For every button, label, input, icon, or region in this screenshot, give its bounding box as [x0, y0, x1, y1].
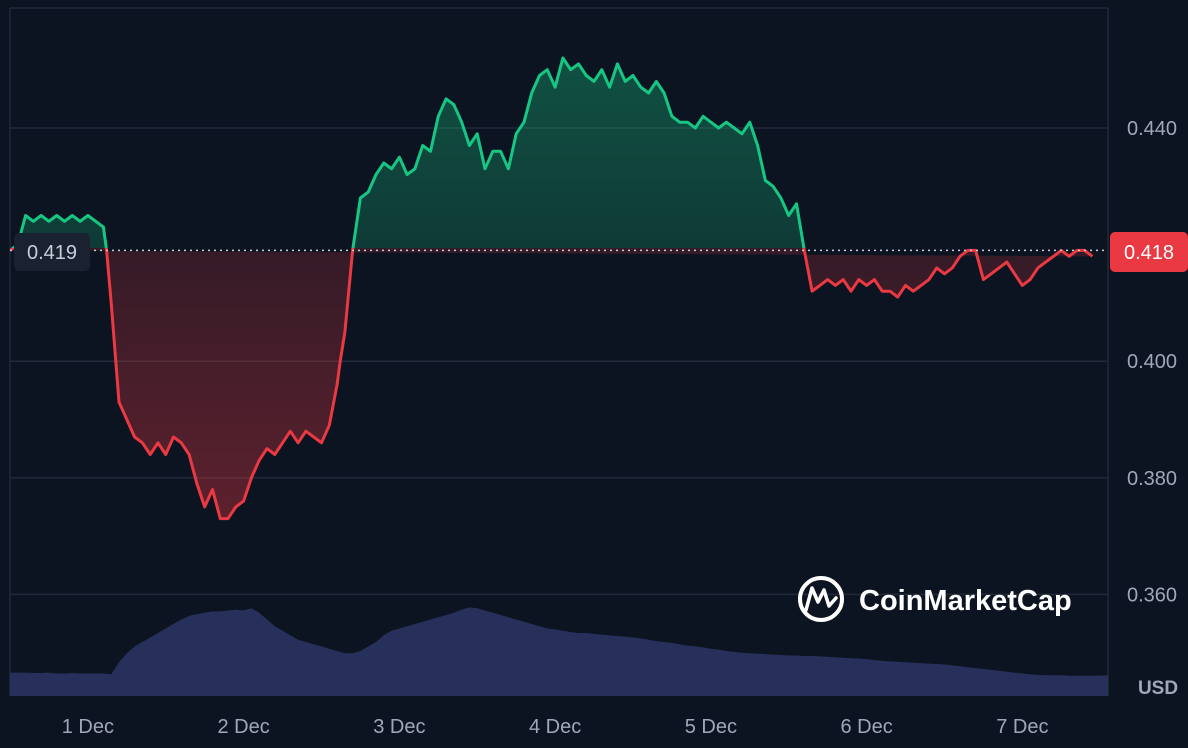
- price-line: [10, 56, 1094, 521]
- price-fill: [10, 58, 1093, 519]
- x-tick-label: 3 Dec: [373, 716, 425, 738]
- x-tick-label: 2 Dec: [217, 716, 269, 738]
- volume-area: [10, 607, 1108, 696]
- price-line-down: [10, 248, 1094, 521]
- price-fill-down: [10, 248, 1093, 519]
- y-tick-label: 0.440: [1127, 118, 1177, 140]
- x-tick-label: 4 Dec: [529, 716, 581, 738]
- coinmarketcap-logo-icon: [798, 576, 844, 622]
- x-tick-label: 7 Dec: [996, 716, 1048, 738]
- currency-label: USD: [1138, 678, 1178, 699]
- reference-price-badge: 0.419: [14, 233, 90, 271]
- current-price-label: 0.418: [1124, 242, 1174, 264]
- y-tick-label: 0.400: [1127, 351, 1177, 373]
- brand-text: CoinMarketCap: [859, 585, 1072, 617]
- x-axis: 1 Dec 2 Dec 3 Dec 4 Dec 5 Dec 6 Dec 7 Dec: [62, 716, 1049, 738]
- price-line-up: [10, 56, 806, 248]
- y-tick-label: 0.360: [1127, 584, 1177, 606]
- y-axis: 0.440 0.400 0.380 0.360: [1127, 118, 1177, 606]
- x-tick-label: 5 Dec: [685, 716, 737, 738]
- x-tick-label: 6 Dec: [840, 716, 892, 738]
- y-tick-label: 0.380: [1127, 468, 1177, 490]
- reference-price-label: 0.419: [27, 242, 77, 264]
- x-tick-label: 1 Dec: [62, 716, 114, 738]
- coinmarketcap-watermark: CoinMarketCap: [798, 576, 1072, 622]
- current-price-badge: 0.418: [1110, 232, 1188, 272]
- price-fill-up: [13, 58, 804, 248]
